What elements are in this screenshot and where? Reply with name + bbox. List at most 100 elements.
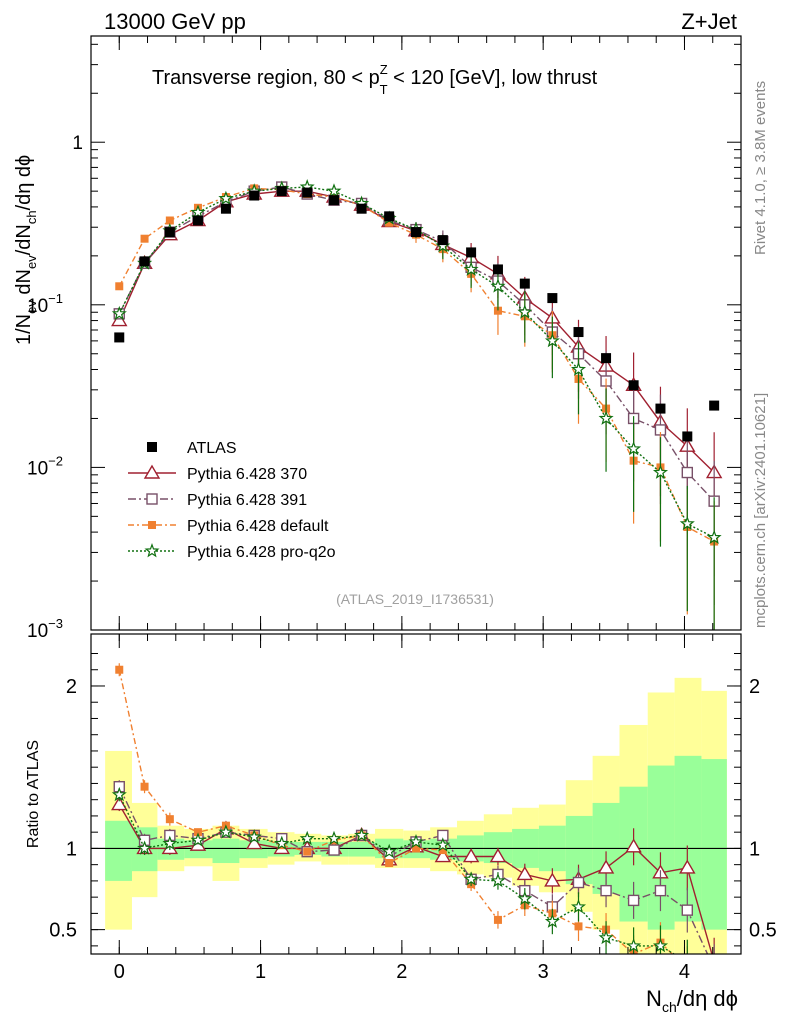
header-process: Z+Jet (681, 9, 737, 34)
ratio-point-p370 (544, 872, 561, 887)
main-point-proq2o (111, 305, 127, 321)
ratio-point-default (193, 828, 202, 837)
main-ytick-exponent: −3 (48, 616, 63, 631)
ratio-axes: 0.5 0.5 1 1 2 2 0 1 2 3 4 (49, 634, 777, 983)
ratio-point-default (115, 665, 124, 674)
main-point-atlas (329, 195, 340, 206)
ratio-band-inner (105, 820, 132, 881)
analysis-watermark: (ATLAS_2019_I1736531) (336, 591, 494, 607)
ratio-point-default (438, 846, 447, 855)
ratio-point-proq2o (190, 832, 206, 847)
mcplots-label: mcplots.cern.ch [arXiv:2401.10621] (752, 393, 769, 628)
main-point-atlas (655, 403, 666, 414)
ratio-xlabel: Nch/dη dϕ (646, 986, 738, 1015)
main-point-default (140, 234, 149, 243)
main-point-proq2o (517, 304, 533, 319)
main-point-proq2o (652, 464, 669, 479)
title-superscript: Z (380, 62, 388, 77)
ratio-point-proq2o (435, 837, 451, 852)
ratio-series-group (111, 663, 715, 954)
main-ytick-exponent: −1 (48, 291, 63, 306)
ratio-band-inner (348, 841, 376, 857)
main-ytick-label: 10−3 (27, 616, 63, 642)
ratio-point-p370 (679, 859, 696, 874)
main-point-atlas (437, 235, 448, 246)
ratio-point-default (412, 844, 420, 853)
ratio-ylabel: Ratio to ATLAS (25, 740, 42, 848)
main-point-p391 (681, 466, 694, 479)
main-point-proq2o (490, 278, 506, 293)
ratio-point-default (165, 815, 174, 824)
main-point-atlas (139, 256, 150, 267)
main-point-atlas (249, 190, 260, 201)
ratio-point-p391 (627, 894, 640, 907)
main-point-default (165, 216, 174, 225)
ratio-band-inner (701, 759, 727, 930)
ratio-point-proq2o (652, 938, 669, 953)
main-point-atlas (302, 187, 313, 198)
ratio-point-proq2o (299, 830, 315, 846)
ratio-point-proq2o (517, 890, 533, 906)
ratio-ytick-label-right: 0.5 (749, 920, 777, 942)
main-point-atlas (356, 203, 367, 214)
main-ylabel: 1/Nev dNev/dNch/dη dϕ (13, 155, 39, 345)
ratio-point-p370 (489, 848, 507, 863)
ratio-point-proq2o (463, 871, 479, 886)
main-point-atlas (682, 431, 693, 442)
ratio-band-inner (212, 838, 240, 864)
legend-marker-p391 (146, 493, 158, 505)
main-point-atlas (114, 332, 125, 343)
main-title: Transverse region, 80 < pZ T < 120 [GeV],… (152, 62, 598, 97)
main-point-atlas (601, 353, 612, 364)
ratio-ytick-label: 0.5 (49, 920, 77, 942)
main-point-atlas (492, 264, 503, 275)
ratio-ytick-label: 1 (66, 838, 77, 860)
main-point-proq2o (218, 190, 234, 206)
main-line-proq2o (118, 186, 715, 539)
ratio-line-default (118, 669, 674, 954)
main-point-atlas (192, 215, 203, 226)
ratio-point-default (574, 922, 583, 931)
legend-label-proq2o: Pythia 6.428 pro-q2o (187, 544, 336, 561)
main-point-atlas (519, 278, 530, 289)
legend-marker-atlas (147, 442, 157, 452)
main-ytick-label: 1 (72, 133, 83, 154)
title-subscript: T (380, 82, 388, 97)
main-series-group (111, 179, 723, 630)
main-panel-frame (90, 35, 742, 631)
main-point-proq2o (544, 333, 560, 348)
legend-label-default: Pythia 6.428 default (187, 518, 329, 535)
ratio-point-default (140, 782, 149, 791)
ratio-point-p391 (600, 884, 612, 897)
ratio-point-default (493, 915, 502, 924)
ratio-point-proq2o (162, 835, 178, 851)
main-ytick-label: 10−1 (27, 291, 63, 317)
ratio-ytick-label-right: 2 (749, 676, 760, 698)
ratio-point-proq2o (626, 937, 642, 953)
main-point-proq2o (190, 204, 206, 219)
legend-label-atlas: ATLAS (187, 440, 237, 457)
main-point-proq2o (679, 515, 695, 531)
legend: ATLAS Pythia 6.428 370 Pythia 6.428 391 Pyt… (128, 440, 336, 561)
ratio-ytick-label: 2 (66, 676, 77, 698)
legend-marker-p370 (143, 464, 161, 479)
ratio-band-inner (674, 755, 702, 922)
ratio-point-proq2o (246, 829, 262, 844)
ratio-point-p370 (625, 838, 642, 853)
legend-marker-default (148, 521, 156, 529)
main-point-atlas (547, 293, 558, 304)
ratio-point-p370 (462, 848, 480, 863)
ratio-point-proq2o (137, 840, 153, 855)
main-point-atlas (220, 203, 231, 214)
ratio-point-proq2o (381, 843, 397, 859)
ratio-point-proq2o (490, 873, 506, 888)
main-axes: 1 10−1 10−2 10−3 (27, 36, 741, 642)
ratio-xtick-label: 4 (679, 961, 690, 983)
main-point-atlas (628, 380, 639, 391)
header-energy: 13000 GeV pp (104, 9, 246, 34)
ratio-xtick-label: 1 (255, 961, 266, 983)
main-point-proq2o (570, 361, 587, 376)
main-point-atlas (709, 400, 720, 411)
ratio-point-proq2o (354, 827, 370, 842)
